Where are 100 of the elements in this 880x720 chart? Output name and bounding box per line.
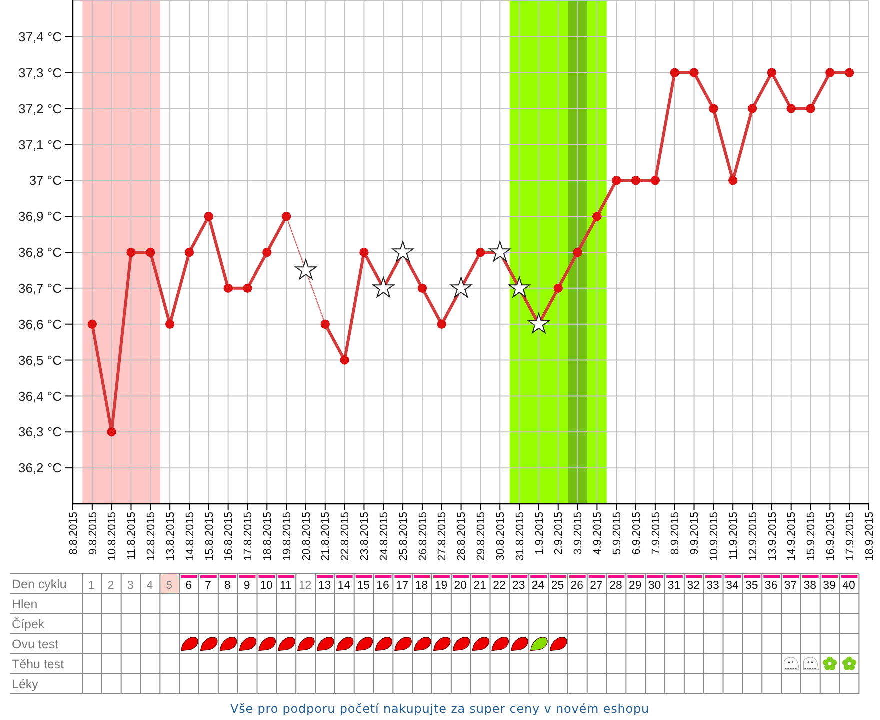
x-tick-label: 9.9.2015 xyxy=(689,512,702,555)
point xyxy=(573,248,582,258)
point xyxy=(670,68,680,78)
point xyxy=(295,259,317,280)
x-tick-label: 11 xyxy=(280,580,292,592)
x-tick-label: 28.8.2015 xyxy=(456,512,468,561)
point xyxy=(437,320,446,329)
y-tick-label: 36,9 °C xyxy=(18,209,62,224)
x-tick-label: 39 xyxy=(823,580,836,592)
y-tick-label: 37,1 °C xyxy=(18,137,62,152)
point xyxy=(262,248,272,258)
point xyxy=(88,320,98,329)
point xyxy=(728,176,738,186)
point xyxy=(690,68,699,78)
x-tick-label: 32 xyxy=(687,580,700,592)
x-tick-label: 28 xyxy=(610,580,622,592)
y-tick-label: 36,2 °C xyxy=(18,460,62,476)
x-tick-label: 22 xyxy=(493,580,506,592)
x-tick-label: 11.9.2015 xyxy=(728,512,740,560)
y-tick-label: 36,4 °C xyxy=(18,388,62,404)
point xyxy=(146,248,156,258)
x-tick-label: 8.9.2015 xyxy=(670,512,682,555)
point xyxy=(243,284,252,294)
point xyxy=(748,104,758,114)
x-tick-label: 4.9.2015 xyxy=(592,512,604,555)
x-tick-label: 18 xyxy=(415,580,428,592)
x-tick-label: 12 xyxy=(298,580,312,592)
point xyxy=(528,313,550,334)
y-tick-label: Léky xyxy=(12,677,40,692)
x-tick-label: 10.8.2015 xyxy=(106,512,119,561)
x-tick-label: 20.8.2015 xyxy=(300,512,313,561)
point xyxy=(806,104,816,114)
x-tick-label: 34 xyxy=(726,580,740,592)
point xyxy=(392,241,414,262)
x-tick-label: 5.9.2015 xyxy=(611,512,624,555)
x-tick-label: 7.9.2015 xyxy=(650,512,662,555)
x-tick-label: 13.9.2015 xyxy=(766,512,779,561)
point xyxy=(631,176,641,186)
point xyxy=(612,176,622,186)
x-tick-label: 12.8.2015 xyxy=(146,512,158,561)
x-tick-label: 16 xyxy=(376,580,390,592)
y-tick-label: 37,2 °C xyxy=(18,101,62,116)
y-tick-label: 36,3 °C xyxy=(18,424,62,440)
x-tick-label: 19.8.2015 xyxy=(281,512,294,561)
y-tick-label: 37 °C xyxy=(29,173,62,188)
y-tick-label: Čípek xyxy=(12,617,46,632)
x-tick-label: 21 xyxy=(474,580,486,592)
x-tick-label: 26.8.2015 xyxy=(417,512,430,561)
x-tick-label: 14.9.2015 xyxy=(786,512,798,561)
y-tick-label: Těhu test xyxy=(12,657,65,672)
x-tick-label: 10 xyxy=(260,580,273,592)
x-tick-label: 3.9.2015 xyxy=(572,512,585,555)
annotation: Vše pro podporu početí nakupujte za super ceny v novém eshopu xyxy=(230,702,650,716)
point xyxy=(282,212,292,222)
x-tick-label: 35 xyxy=(746,580,758,592)
x-tick-label: 31.8.2015 xyxy=(514,512,526,561)
x-tick-label: 13 xyxy=(318,580,332,592)
point xyxy=(372,277,394,298)
y-tick-label: 36,8 °C xyxy=(18,245,62,260)
point xyxy=(450,277,472,298)
point xyxy=(476,248,486,258)
point xyxy=(107,428,116,437)
x-tick-label: 30.8.2015 xyxy=(494,512,507,561)
point xyxy=(224,284,233,294)
x-tick-label: 27 xyxy=(590,580,603,592)
x-tick-label: 9.8.2015 xyxy=(87,512,100,555)
x-tick-label: 29.8.2015 xyxy=(476,512,488,561)
x-tick-label: 20 xyxy=(454,580,468,592)
point xyxy=(767,68,777,78)
x-tick-label: 13.8.2015 xyxy=(164,512,177,561)
x-tick-label: 1 xyxy=(88,580,95,592)
x-tick-label: 23.8.2015 xyxy=(359,512,372,561)
x-tick-label: 38 xyxy=(804,580,817,592)
x-tick-label: 23 xyxy=(512,580,526,592)
point xyxy=(709,104,718,114)
x-tick-label: 37 xyxy=(784,580,798,592)
y-tick-label: 36,7 °C xyxy=(18,280,62,296)
point xyxy=(184,248,194,258)
x-tick-label: 24.8.2015 xyxy=(378,512,390,561)
x-tick-label: 17 xyxy=(396,580,409,592)
x-tick-label: 16.9.2015 xyxy=(825,512,838,561)
x-tick-label: 17.9.2015 xyxy=(844,512,856,561)
x-tick-label: 22.8.2015 xyxy=(340,512,352,561)
x-tick-label: 21.8.2015 xyxy=(320,512,332,561)
x-tick-label: 25 xyxy=(551,580,564,592)
x-tick-label: 31 xyxy=(668,580,681,592)
x-tick-label: 18.9.2015 xyxy=(864,512,876,561)
point xyxy=(826,68,835,78)
x-axis-title: Den cyklu xyxy=(12,577,67,592)
point xyxy=(320,320,330,329)
x-tick-label: 27.8.2015 xyxy=(436,512,449,561)
y-tick-label: Ovu test xyxy=(12,637,60,652)
x-tick-label: 30 xyxy=(648,580,662,592)
x-tick-label: 8.8.2015 xyxy=(68,512,80,555)
x-tick-label: 11.8.2015 xyxy=(126,512,138,560)
x-tick-label: 5 xyxy=(166,580,173,592)
x-tick-label: 1.9.2015 xyxy=(534,512,546,555)
x-tick-label: 40 xyxy=(842,580,856,592)
x-tick-label: 9 xyxy=(244,580,250,592)
x-tick-label: 6.9.2015 xyxy=(630,512,643,555)
